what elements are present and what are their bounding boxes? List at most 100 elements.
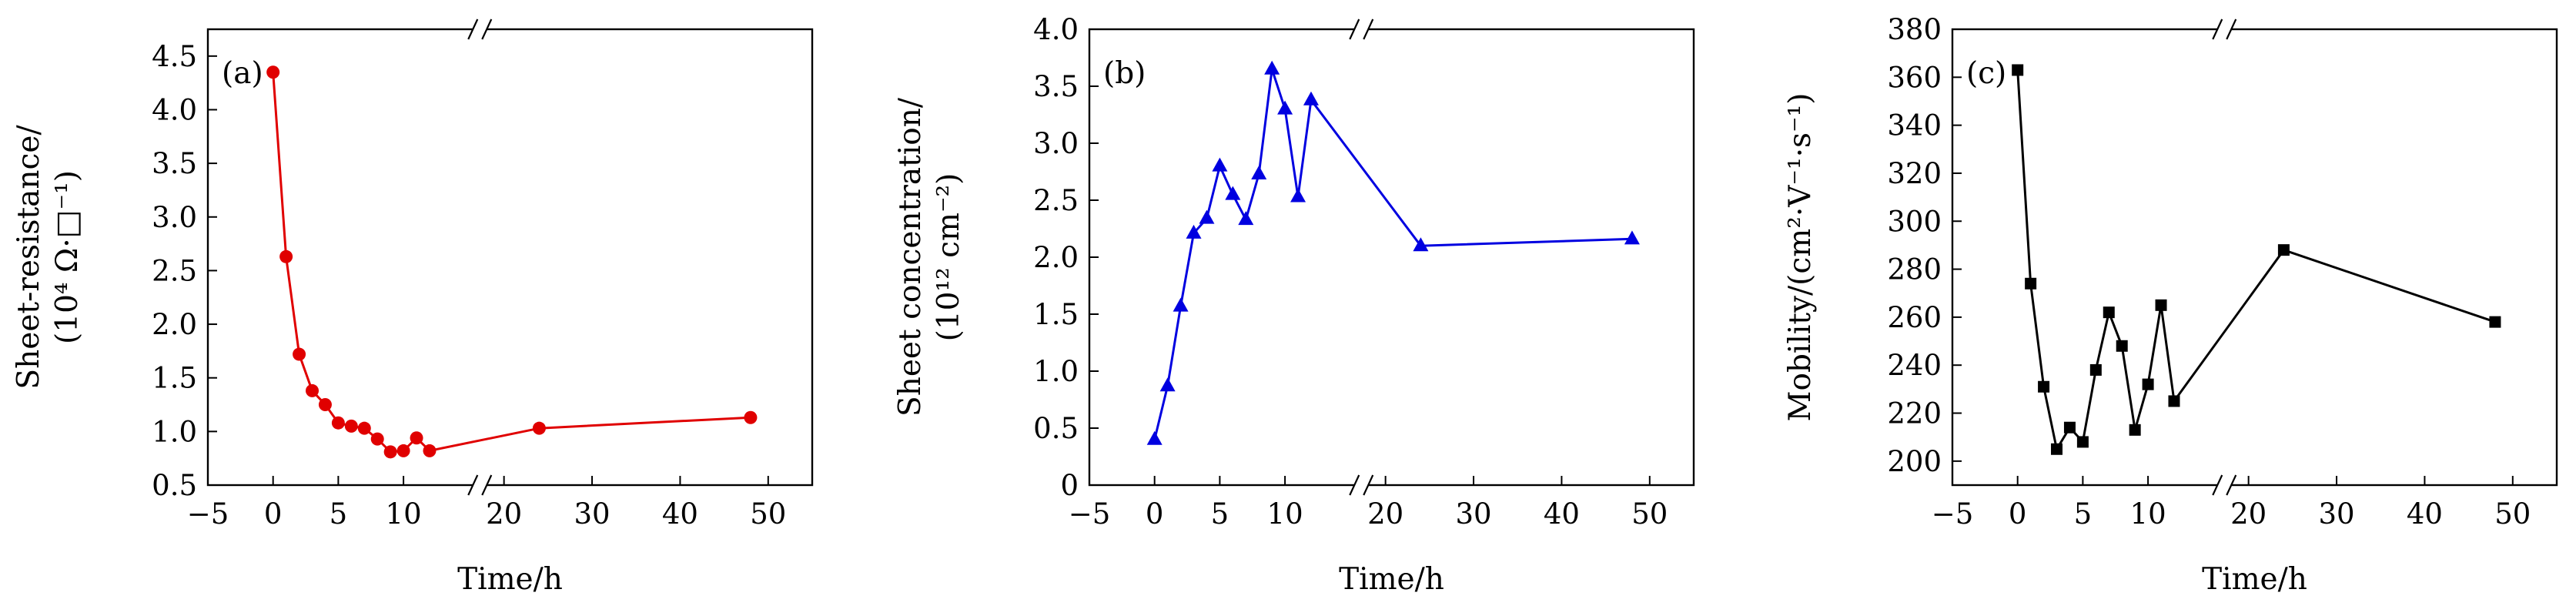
y-tick-label: 300 [1887, 205, 1942, 238]
y-tick-label: 2.0 [1033, 241, 1079, 274]
x-tick-label: 50 [2494, 497, 2531, 531]
data-point [357, 421, 371, 435]
data-point [1159, 377, 1176, 392]
x-axis-break-bottom [2212, 474, 2223, 496]
x-tick-label: 40 [662, 497, 698, 531]
x-tick-label: 50 [1631, 497, 1668, 531]
y-tick-label: 0 [1060, 469, 1079, 502]
x-axis-break-top [1349, 18, 1360, 40]
y-tick-label: 3.0 [152, 201, 197, 234]
x-tick-label: 0 [264, 497, 283, 531]
y-tick-label: 320 [1887, 157, 1942, 190]
x-tick-label: 5 [2074, 497, 2093, 531]
x-tick-label: 0 [1146, 497, 1164, 531]
data-point [2063, 421, 2076, 434]
data-point [423, 444, 437, 457]
x-tick-label: 30 [2318, 497, 2354, 531]
data-point [2142, 378, 2154, 390]
x-tick-label: 5 [330, 497, 348, 531]
data-point [1186, 224, 1202, 239]
data-point [2277, 244, 2290, 256]
y-tick-label: 1.0 [152, 415, 197, 448]
data-point [279, 249, 293, 263]
data-point [266, 65, 280, 79]
data-point [2076, 436, 2089, 448]
y-axis-title: Mobility/(cm²·V⁻¹·s⁻¹) [1783, 93, 1818, 422]
x-tick-label: 30 [1455, 497, 1491, 531]
y-tick-label: 3.5 [1033, 70, 1079, 103]
x-axis-break-bottom [467, 474, 479, 496]
data-point [2155, 299, 2167, 311]
y-tick-label: 4.0 [1033, 13, 1079, 46]
data-point [2089, 363, 2102, 376]
y-tick-label: 240 [1887, 349, 1942, 382]
data-point [1173, 297, 1189, 312]
y-tick-label: 380 [1887, 13, 1942, 46]
data-point [331, 416, 345, 430]
data-point [1413, 237, 1429, 252]
y-tick-label: 0.5 [152, 469, 197, 502]
y-tick-label: 4.0 [152, 93, 197, 126]
data-point [370, 432, 384, 446]
data-point [744, 410, 758, 424]
data-point [2038, 380, 2050, 393]
x-tick-label: 20 [486, 497, 522, 531]
data-point [293, 347, 306, 361]
y-tick-label: 360 [1887, 61, 1942, 94]
y-tick-label: 340 [1887, 109, 1942, 142]
panel-label: (a) [222, 56, 263, 91]
y-axis-title: Sheet concentration/ [893, 97, 928, 417]
x-tick-label: 30 [574, 497, 610, 531]
data-point [1277, 100, 1293, 115]
data-point [2116, 340, 2128, 352]
chart-panel-a: −5 0 5 10 20 30 40 50 0.5 1.0 1.5 2.0 2.5 3.0 3.5 4.0 4.… [12, 18, 814, 597]
y-tick-label: 0.5 [1033, 412, 1079, 445]
data-point [2025, 277, 2037, 290]
data-point [2012, 64, 2024, 76]
chart-panel-c: −5 0 5 10 20 30 40 50 200 220 240 260 280 300 320 340 36… [1783, 13, 2558, 597]
y-tick-label: 3.5 [152, 147, 197, 180]
panel-label: (c) [1966, 56, 2006, 91]
y-tick-label: 3.0 [1033, 127, 1079, 160]
data-point [2489, 316, 2501, 328]
data-point [1290, 188, 1306, 203]
series-line [1153, 69, 1632, 440]
panel-label: (b) [1103, 56, 1146, 91]
y-tick-label: 200 [1887, 445, 1942, 478]
x-axis-break-bottom [1349, 474, 1360, 496]
x-tick-label: −5 [1069, 497, 1111, 531]
x-tick-label: 10 [1267, 497, 1303, 531]
y-tick-label: 280 [1887, 253, 1942, 286]
data-point [344, 419, 358, 433]
series-line [272, 72, 751, 454]
x-tick-label: 0 [2009, 497, 2027, 531]
data-point [2168, 395, 2180, 407]
data-point [410, 431, 423, 445]
plot-frame [206, 28, 814, 487]
x-tick-label: −5 [187, 497, 229, 531]
y-tick-label: 2.0 [152, 308, 197, 341]
data-point [2103, 306, 2115, 319]
data-point [1146, 430, 1163, 445]
y-axis-title: Sheet-resistance/ [12, 125, 46, 390]
data-point [2129, 424, 2141, 436]
data-point [1238, 211, 1254, 226]
data-point [1264, 60, 1280, 75]
x-tick-label: 10 [386, 497, 422, 531]
plot-frame [1951, 28, 2558, 487]
data-point [318, 398, 332, 412]
data-point [1624, 230, 1640, 245]
x-axis-title: Time/h [2202, 562, 2307, 597]
x-tick-label: 10 [2130, 497, 2166, 531]
data-point [1225, 186, 1241, 200]
x-tick-label: 5 [1211, 497, 1229, 531]
y-tick-label: 1.0 [1033, 355, 1079, 388]
y-tick-label: 4.5 [152, 40, 197, 73]
plot-frame [1088, 28, 1695, 487]
series-line [2016, 69, 2496, 453]
x-axis-title: Time/h [457, 562, 563, 597]
x-tick-label: 40 [2407, 497, 2443, 531]
x-tick-label: 50 [750, 497, 786, 531]
y-axis-unit: (10¹² cm⁻²) [932, 173, 966, 342]
